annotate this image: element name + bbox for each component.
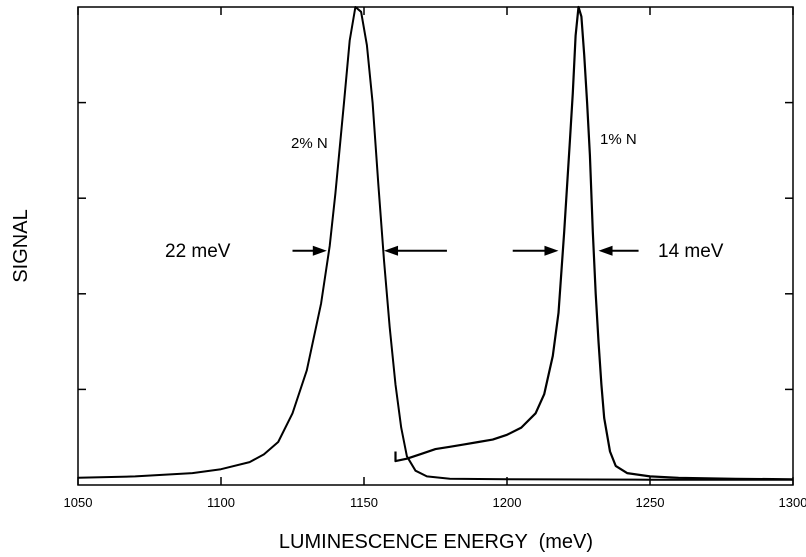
x-tick-label: 1200	[493, 495, 522, 510]
x-tick-label: 1150	[350, 495, 378, 510]
x-tick-label: 1100	[207, 495, 235, 510]
x-axis-ticks: 1050 1100 1150 1200 1250 1300	[64, 7, 806, 510]
fwhm-arrow-head	[384, 245, 399, 256]
series-line-1n	[394, 5, 794, 481]
plot-frame	[77, 6, 794, 486]
fwhm-label-2n: 22 meV	[165, 241, 231, 262]
y-axis-title: SIGNAL	[10, 209, 32, 282]
fwhm-label-1n: 14 meV	[658, 241, 724, 262]
y-axis-ticks	[78, 101, 793, 391]
series-layer	[77, 5, 794, 481]
x-tick-label: 1250	[636, 495, 665, 510]
fwhm-arrows	[292, 245, 639, 256]
fwhm-arrow-head	[598, 245, 613, 256]
x-tick-label: 1300	[779, 495, 806, 510]
series-line-2n	[77, 6, 793, 481]
x-axis-title: LUMINESCENCE ENERGY (meV)	[279, 531, 593, 553]
x-tick-label: 1050	[64, 495, 93, 510]
fwhm-arrow-head	[544, 245, 559, 256]
fwhm-arrow-head	[312, 245, 327, 256]
series-label-1n: 1% N	[600, 131, 637, 148]
series-label-2n: 2% N	[291, 135, 328, 152]
